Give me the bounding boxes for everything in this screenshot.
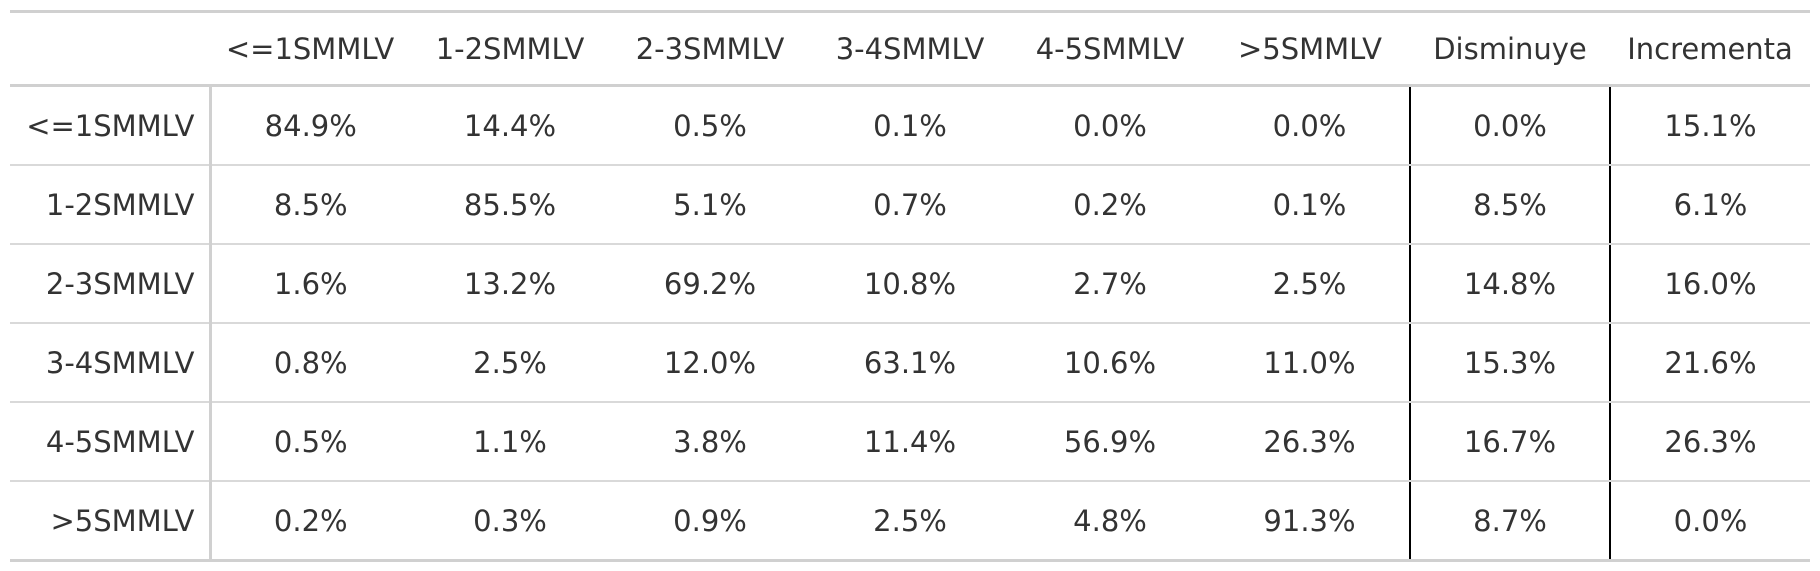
table-cell: 16.7% [1409, 402, 1610, 482]
table-cell: 11.4% [810, 402, 1010, 482]
row-label: <=1SMMLV [10, 85, 212, 166]
column-header: 4-5SMMLV [1010, 11, 1210, 87]
table-cell: 11.0% [1210, 323, 1410, 403]
table-cell: 0.0% [1010, 85, 1210, 166]
table-cell: 0.3% [473, 503, 547, 538]
table-cell: 0.5% [610, 85, 810, 166]
table-cell: 2.5% [410, 323, 610, 403]
table-row: 1-2SMMLV 8.5% 85.5% 5.1% 0.7% 0.2% 0.1% 8.5% 6.1… [10, 165, 1810, 245]
table-cell: 5.1% [610, 165, 810, 245]
table-cell: 14.4% [410, 85, 610, 166]
table-cell: 69.2% [610, 244, 810, 324]
table-cell: 0.2% [1010, 165, 1210, 245]
row-label: 3-4SMMLV [10, 323, 212, 403]
table-cell: 0.0% [1609, 481, 1810, 561]
table-row: 4-5SMMLV 0.5% 1.1% 3.8% 11.4% 56.9% 26.3% 16.7%… [10, 402, 1810, 482]
table-cell: 15.3% [1409, 323, 1610, 403]
transition-matrix-container: <=1SMMLV 1-2SMMLV 2-3SMMLV 3-4SMMLV 4-5SMMLV… [10, 10, 1810, 562]
table-cell: 8.7% [1409, 481, 1610, 561]
table-cell: 0.8% [210, 323, 410, 403]
column-header: 2-3SMMLV [610, 11, 810, 87]
table-cell: 63.1% [810, 323, 1010, 403]
table-cell: 84.9% [210, 85, 410, 166]
corner-cell [10, 11, 210, 87]
table-cell: 0.9% [673, 503, 747, 538]
table-cell: 0.2% [273, 503, 348, 538]
column-header: 1-2SMMLV [410, 11, 610, 87]
header-row: <=1SMMLV 1-2SMMLV 2-3SMMLV 3-4SMMLV 4-5SMMLV… [10, 11, 1810, 87]
table-cell: 0.7% [810, 165, 1010, 245]
row-label: 4-5SMMLV [10, 402, 212, 482]
table-cell: 0.0% [1210, 85, 1410, 166]
table-cell: 56.9% [1010, 402, 1210, 482]
column-header: 3-4SMMLV [810, 11, 1010, 87]
table-cell: 0.5% [210, 402, 410, 482]
table-row: 3-4SMMLV 0.8% 2.5% 12.0% 63.1% 10.6% 11.0% 15.3… [10, 323, 1810, 403]
table-cell: 4.8% [1073, 503, 1147, 538]
column-header: >5SMMLV [1210, 11, 1410, 87]
table-cell: 1.6% [210, 244, 410, 324]
table-cell: 16.0% [1609, 244, 1810, 324]
table-cell: 0.1% [810, 85, 1010, 166]
table-cell: 14.8% [1409, 244, 1610, 324]
table-cell: 2.7% [1010, 244, 1210, 324]
table-cell: 2.5% [1210, 244, 1410, 324]
table-cell: 15.1% [1609, 85, 1810, 166]
table-cell: 13.2% [410, 244, 610, 324]
table-cell: 10.6% [1010, 323, 1210, 403]
table-body: <=1SMMLV 84.9% 14.4% 0.5% 0.1% 0.0% 0.0% 0.0% 15… [10, 85, 1810, 561]
table-cell: 12.0% [610, 323, 810, 403]
column-header: <=1SMMLV [210, 11, 410, 87]
table-cell: 1.1% [410, 402, 610, 482]
table-cell: 6.1% [1609, 165, 1810, 245]
column-header: Disminuye [1410, 11, 1610, 87]
table-row: >5SMMLV 0.2% 0.3% 0.9% 2.5% 4.8% 91.3% 8.7% 0.0% [10, 481, 1810, 561]
row-label: 1-2SMMLV [10, 165, 212, 245]
table-cell: 8.5% [210, 165, 410, 245]
table-cell: 85.5% [410, 165, 610, 245]
table-row: 2-3SMMLV 1.6% 13.2% 69.2% 10.8% 2.7% 2.5% 14.8%… [10, 244, 1810, 324]
table-header: <=1SMMLV 1-2SMMLV 2-3SMMLV 3-4SMMLV 4-5SMMLV… [10, 11, 1810, 87]
table-cell: 0.1% [1210, 165, 1410, 245]
table-cell: 26.3% [1210, 402, 1410, 482]
table-cell: 3.8% [610, 402, 810, 482]
column-header: Incrementa [1610, 11, 1810, 87]
table-cell: 10.8% [810, 244, 1010, 324]
row-label: >5SMMLV [10, 481, 212, 561]
table-cell: 21.6% [1609, 323, 1810, 403]
table-cell: 2.5% [873, 503, 947, 538]
table-cell: 26.3% [1609, 402, 1810, 482]
row-label: 2-3SMMLV [10, 244, 212, 324]
table-row: <=1SMMLV 84.9% 14.4% 0.5% 0.1% 0.0% 0.0% 0.0% 15… [10, 85, 1810, 166]
table-cell: 0.0% [1409, 85, 1610, 166]
table-cell: 8.5% [1409, 165, 1610, 245]
table-cell: 91.3% [1263, 503, 1356, 538]
transition-matrix-table: <=1SMMLV 1-2SMMLV 2-3SMMLV 3-4SMMLV 4-5SMMLV… [10, 10, 1810, 562]
